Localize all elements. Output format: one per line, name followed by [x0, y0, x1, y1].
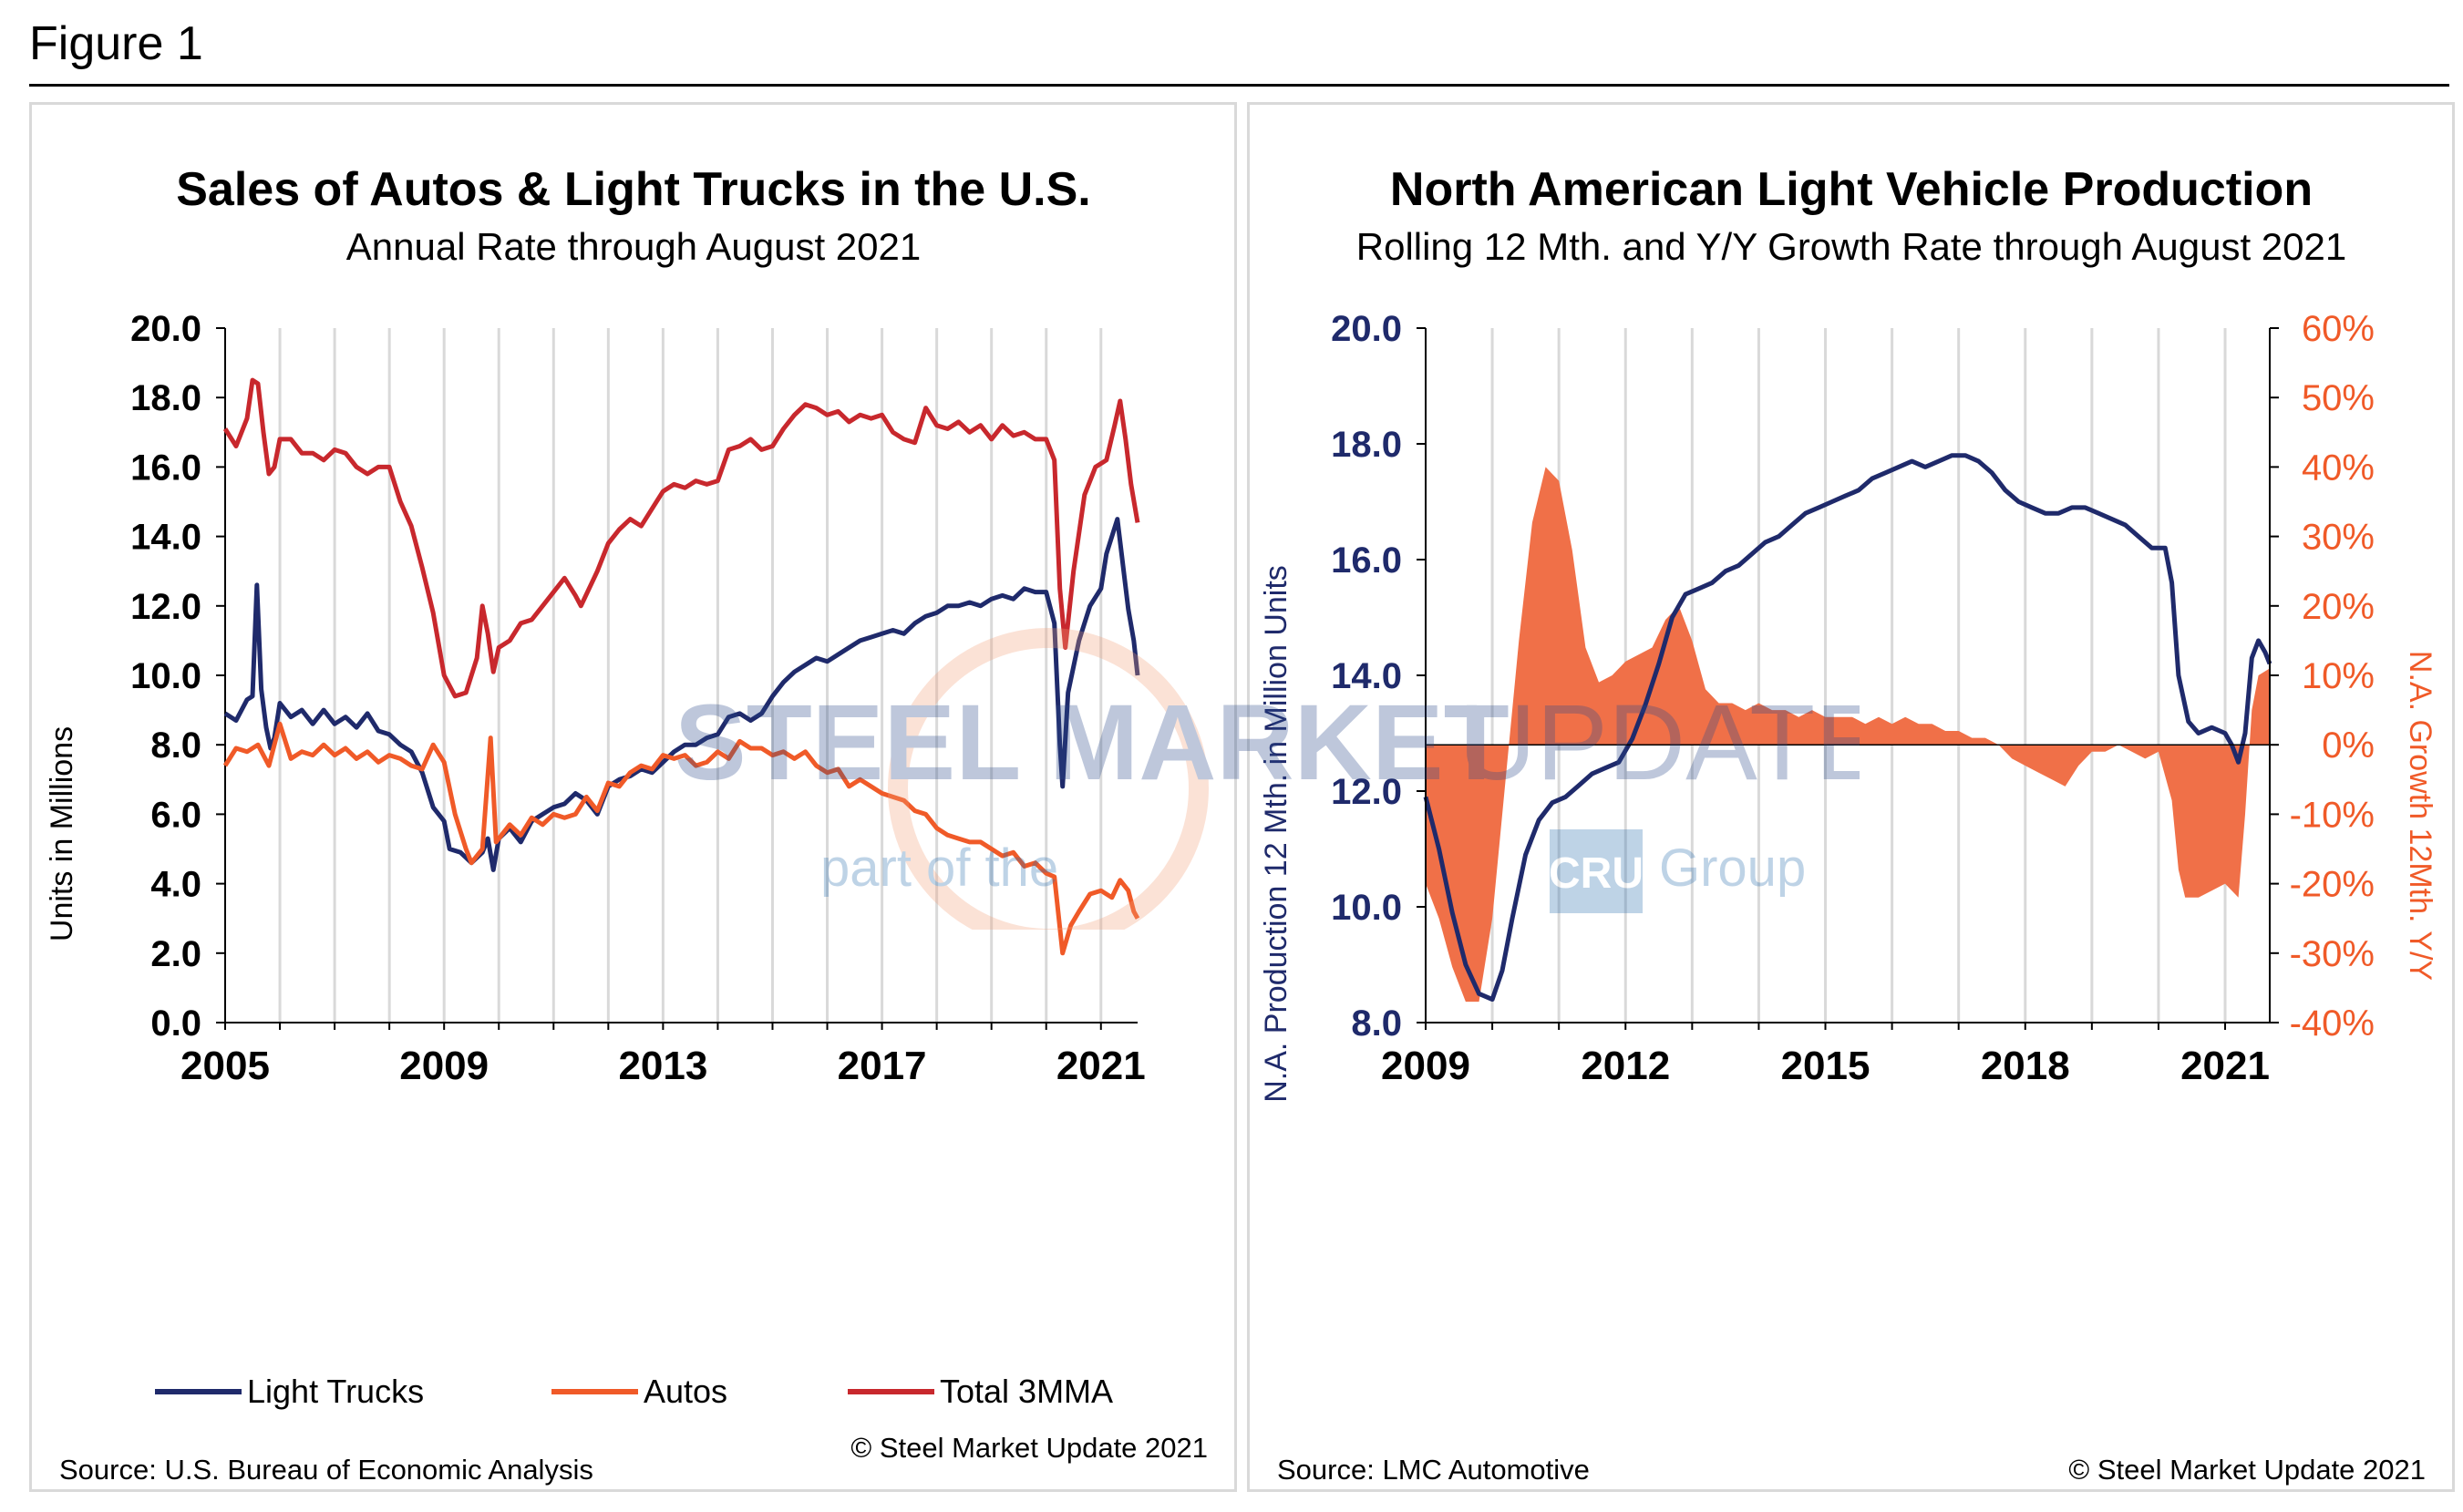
right-y-tick-8-0: 8.0 — [1351, 1003, 1402, 1044]
left-source-note: Source: U.S. Bureau of Economic Analysis — [59, 1454, 593, 1486]
right-y2-tick-30: -30% — [2290, 934, 2375, 974]
right-chart-title: North American Light Vehicle Production — [1390, 163, 2313, 216]
watermark-logo-box — [1550, 829, 1643, 913]
watermark-brand-bold: STEEL MARKET — [675, 683, 1510, 803]
right-copyright: © Steel Market Update 2021 — [2068, 1454, 2426, 1486]
right-y2-tick-60: 60% — [2302, 309, 2375, 349]
right-source-note: Source: LMC Automotive — [1277, 1454, 1590, 1486]
left-y-tick-12-0: 12.0 — [130, 587, 201, 627]
left-y-tick-20-0: 20.0 — [130, 309, 201, 349]
legend-label-autos: Autos — [644, 1373, 727, 1410]
right-chart-panel: North American Light Vehicle Production … — [1247, 102, 2455, 1492]
right-y-tick-10-0: 10.0 — [1331, 888, 1402, 928]
right-x-tick-2009: 2009 — [1381, 1044, 1470, 1088]
series-line-production — [1423, 453, 2272, 1003]
left-y-tick-14-0: 14.0 — [130, 518, 201, 558]
right-y2-tick-20: -20% — [2290, 865, 2375, 905]
right-x-tick-2015: 2015 — [1781, 1044, 1870, 1088]
left-chart-subtitle: Annual Rate through August 2021 — [346, 225, 922, 268]
left-chart-title: Sales of Autos & Light Trucks in the U.S… — [176, 163, 1091, 216]
right-y2-tick-10: -10% — [2290, 795, 2375, 835]
watermark-brand-light: UPDATE — [1458, 683, 1860, 803]
left-y-axis-label: Units in Millions — [45, 726, 79, 941]
figure-title-rule — [29, 84, 2449, 87]
right-x-tick-2018: 2018 — [1981, 1044, 2070, 1088]
left-x-tick-2009: 2009 — [399, 1044, 489, 1088]
left-y-tick-16-0: 16.0 — [130, 447, 201, 488]
right-series — [1423, 453, 2272, 1003]
left-y-tick-8-0: 8.0 — [150, 725, 201, 766]
right-axes — [1417, 327, 2279, 1030]
left-y-tick-0-0: 0.0 — [150, 1003, 201, 1044]
watermark-tagline: part of the — [820, 838, 1058, 898]
left-legend: Light Trucks Autos Total 3MMA — [155, 1373, 1113, 1410]
left-copyright: © Steel Market Update 2021 — [850, 1432, 1208, 1464]
watermark: STEEL MARKET UPDATE part of the CRU Grou… — [675, 628, 1860, 930]
right-y-tick-16-0: 16.0 — [1331, 540, 1402, 581]
right-tick-labels: 8.0 10.0 12.0 14.0 16.0 18.0 20.0 -40% -30% -20% -… — [1331, 309, 2375, 1088]
right-y2-tick-40: -40% — [2290, 1003, 2375, 1044]
legend-label-light-trucks: Light Trucks — [247, 1373, 424, 1410]
left-series-lines — [222, 377, 1140, 956]
figure-title: Figure 1 — [29, 17, 203, 70]
left-y-tick-10-0: 10.0 — [130, 656, 201, 696]
right-y-axis-label: N.A. Production 12 Mth. in Million Units — [1259, 565, 1293, 1103]
right-y-tick-18-0: 18.0 — [1331, 425, 1402, 465]
left-x-tick-2005: 2005 — [180, 1044, 270, 1088]
left-chart-svg: Sales of Autos & Light Trucks in the U.S… — [45, 163, 1208, 1486]
right-x-tick-2012: 2012 — [1581, 1044, 1670, 1088]
watermark-group: Group — [1659, 838, 1806, 898]
right-y2-tick-0: 0% — [2322, 725, 2375, 766]
series-line-autos — [222, 721, 1140, 956]
left-gridlines — [278, 328, 1103, 1023]
left-x-tick-2013: 2013 — [618, 1044, 707, 1088]
right-y2-tick-50: 50% — [2302, 378, 2375, 418]
series-line-light-trucks — [223, 517, 1140, 872]
series-line-total-3mma — [222, 377, 1140, 699]
right-y2-axis-label: N.A. Growth 12Mth. Y/Y — [2403, 651, 2437, 981]
right-y2-tick-40: 40% — [2302, 447, 2375, 488]
left-y-tick-18-0: 18.0 — [130, 378, 201, 418]
left-axes — [216, 327, 1138, 1030]
left-x-tick-2021: 2021 — [1056, 1044, 1146, 1088]
left-chart-panel: Sales of Autos & Light Trucks in the U.S… — [29, 102, 1237, 1492]
right-y2-tick-20: 20% — [2302, 587, 2375, 627]
right-y-tick-14-0: 14.0 — [1331, 656, 1402, 696]
series-area-yy-growth — [1426, 467, 2270, 1003]
right-y-tick-20-0: 20.0 — [1331, 309, 1402, 349]
left-tick-labels: 0.0 2.0 4.0 6.0 8.0 10.0 12.0 14.0 16.0 18.0 20.0 2… — [130, 309, 1146, 1088]
right-x-tick-2021: 2021 — [2180, 1044, 2270, 1088]
legend-label-total-3mma: Total 3MMA — [940, 1373, 1113, 1410]
right-y2-tick-30: 30% — [2302, 518, 2375, 558]
left-x-tick-2017: 2017 — [838, 1044, 927, 1088]
left-y-tick-4-0: 4.0 — [150, 865, 201, 905]
right-y2-tick-10: 10% — [2302, 656, 2375, 696]
watermark-logo-text: CRU — [1549, 849, 1644, 898]
right-chart-subtitle: Rolling 12 Mth. and Y/Y Growth Rate thro… — [1356, 225, 2346, 268]
right-gridlines — [1490, 328, 2227, 1023]
right-chart-svg: North American Light Vehicle Production … — [1259, 163, 2437, 1486]
left-y-tick-6-0: 6.0 — [150, 795, 201, 835]
left-y-tick-2-0: 2.0 — [150, 934, 201, 974]
right-y-tick-12-0: 12.0 — [1331, 772, 1402, 812]
watermark-swoosh — [888, 628, 1209, 930]
